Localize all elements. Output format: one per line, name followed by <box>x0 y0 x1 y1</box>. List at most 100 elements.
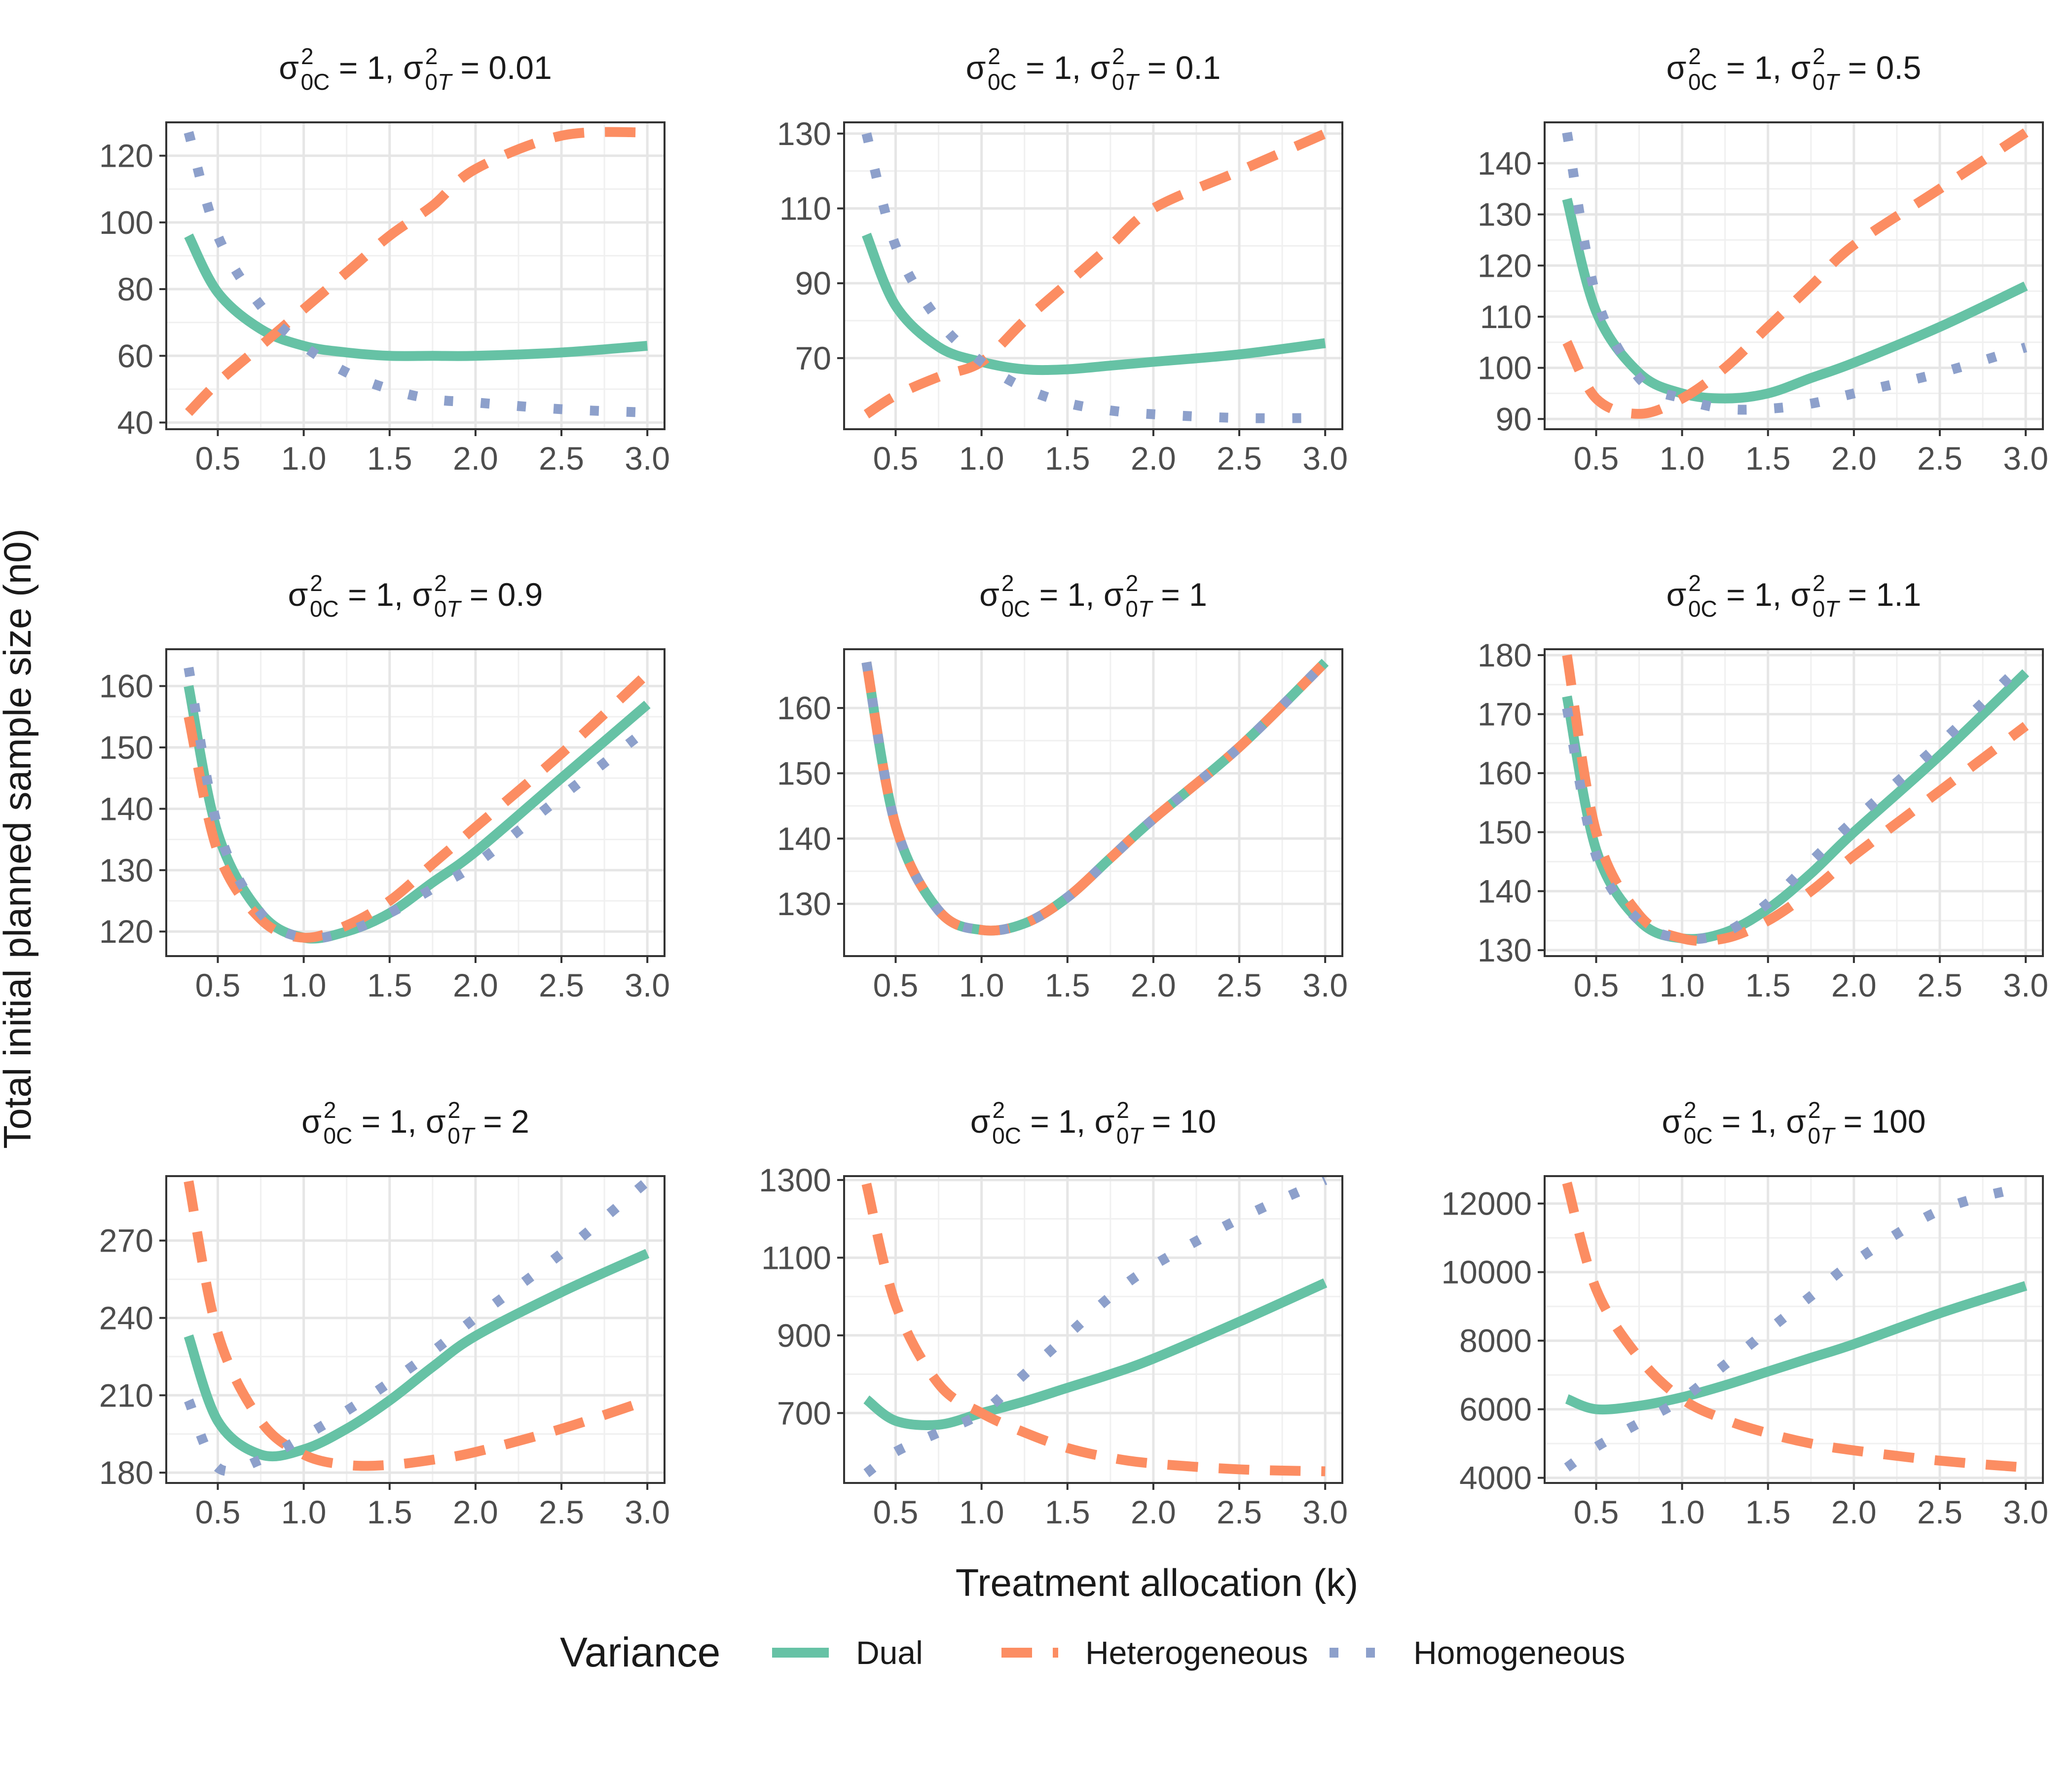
x-tick-label: 2.0 <box>1131 1494 1176 1530</box>
y-tick-label: 700 <box>777 1395 831 1431</box>
y-tick-label: 180 <box>1478 637 1532 673</box>
x-tick-label: 2.0 <box>1831 967 1877 1003</box>
series-group <box>1562 128 2029 419</box>
y-tick-label: 1100 <box>761 1239 831 1276</box>
series-line-dual <box>1562 197 2028 404</box>
x-tick-label: 2.0 <box>1131 967 1176 1003</box>
x-tick-label: 2.5 <box>1217 440 1262 477</box>
y-tick-label: 270 <box>99 1222 153 1259</box>
series-line-heterogeneous <box>861 659 1329 936</box>
legend-title: Variance <box>560 1629 720 1675</box>
x-tick-label: 1.5 <box>367 1494 412 1530</box>
series-group <box>1562 654 2030 946</box>
x-tick-label: 1.0 <box>281 1494 327 1530</box>
y-tick-label: 130 <box>1478 932 1532 968</box>
panel-border <box>843 1175 1343 1484</box>
x-tick-label: 1.0 <box>281 440 327 477</box>
series-line-dual <box>184 685 651 944</box>
x-tick-label: 2.5 <box>1217 967 1262 1003</box>
x-tick-label: 1.5 <box>1045 1494 1090 1530</box>
y-tick-label: 60 <box>117 337 153 374</box>
y-tick-label: 240 <box>99 1299 153 1336</box>
x-tick-label: 2.5 <box>1917 1494 1962 1530</box>
series-line-heterogeneous <box>1562 1182 2026 1473</box>
x-tick-label: 3.0 <box>2003 440 2048 477</box>
x-tick-label: 0.5 <box>873 1494 919 1530</box>
y-tick-label: 120 <box>99 138 153 174</box>
x-tick-label: 1.0 <box>281 967 327 1003</box>
panel-border <box>843 121 1343 430</box>
y-tick-label: 130 <box>1478 196 1532 233</box>
y-tick-label: 210 <box>99 1377 153 1413</box>
panel-9: 0.5 1.0 1.5 2.0 2.5 3.0 4000 6000 8000 10000 12000… <box>1441 1097 2048 1530</box>
x-tick-label: 3.0 <box>1302 1494 1348 1530</box>
series-line-dual <box>184 1249 650 1462</box>
x-tick-label: 2.0 <box>453 1494 498 1530</box>
y-tick-label: 90 <box>1496 401 1532 437</box>
y-tick-label: 110 <box>779 190 831 226</box>
x-tick-label: 1.5 <box>367 967 412 1003</box>
legend-label: Homogeneous <box>1413 1634 1625 1671</box>
x-tick-label: 0.5 <box>873 440 919 477</box>
y-tick-label: 180 <box>99 1454 153 1491</box>
series-line-heterogeneous <box>185 127 648 416</box>
y-tick-label: 8000 <box>1459 1323 1532 1359</box>
y-tick-label: 1300 <box>759 1162 831 1198</box>
x-tick-label: 0.5 <box>873 967 919 1003</box>
y-axis-title: Total initial planned sample size (n0) <box>0 528 39 1148</box>
legend: Variance Dual Heterogeneous Homogeneous <box>560 1629 1625 1675</box>
y-tick-label: 160 <box>777 690 831 726</box>
panel-border <box>165 121 666 430</box>
x-tick-label: 2.5 <box>1217 1494 1262 1530</box>
x-tick-label: 0.5 <box>195 967 241 1003</box>
x-axis-title: Treatment allocation (k) <box>956 1561 1358 1604</box>
x-tick-label: 3.0 <box>1302 440 1348 477</box>
y-tick-label: 140 <box>1478 873 1532 909</box>
x-tick-label: 3.0 <box>625 440 670 477</box>
y-tick-label: 100 <box>1478 350 1532 386</box>
y-tick-label: 130 <box>777 886 831 922</box>
series-line-heterogeneous <box>1562 128 2029 419</box>
x-tick-label: 1.0 <box>1660 440 1705 477</box>
panel-6: 0.5 1.0 1.5 2.0 2.5 3.0 130 140 150 160 170 180 σ²0C… <box>1478 570 2048 1003</box>
x-tick-label: 0.5 <box>195 1494 241 1530</box>
panel-border <box>165 648 666 957</box>
y-tick-label: 120 <box>99 913 153 950</box>
x-tick-label: 2.5 <box>539 967 584 1003</box>
x-tick-label: 0.5 <box>1574 967 1619 1003</box>
series-line-homogeneous <box>863 1176 1328 1478</box>
series-line-heterogeneous <box>184 1180 649 1471</box>
x-tick-label: 2.0 <box>453 967 498 1003</box>
x-tick-label: 2.0 <box>1831 440 1877 477</box>
legend-item-homogeneous: Homogeneous <box>1330 1634 1625 1671</box>
x-tick-label: 1.0 <box>959 1494 1004 1530</box>
x-tick-label: 2.0 <box>1831 1494 1877 1530</box>
y-tick-label: 140 <box>777 820 831 857</box>
y-tick-label: 120 <box>1478 247 1532 284</box>
y-tick-label: 150 <box>99 729 153 766</box>
y-tick-label: 12000 <box>1441 1185 1532 1222</box>
x-tick-label: 2.5 <box>539 1494 584 1530</box>
x-tick-label: 1.0 <box>1660 1494 1705 1530</box>
x-tick-label: 1.5 <box>1745 440 1791 477</box>
y-tick-label: 40 <box>117 404 153 441</box>
y-tick-label: 130 <box>777 115 831 152</box>
x-tick-label: 3.0 <box>2003 967 2048 1003</box>
y-tick-label: 100 <box>99 204 153 241</box>
series-line-dual <box>863 1278 1328 1430</box>
x-tick-label: 1.5 <box>367 440 412 477</box>
x-tick-label: 0.5 <box>1574 1494 1619 1530</box>
panel-border <box>843 648 1343 957</box>
series-group <box>861 659 1329 936</box>
x-tick-label: 0.5 <box>1574 440 1619 477</box>
x-tick-label: 2.5 <box>1917 440 1962 477</box>
